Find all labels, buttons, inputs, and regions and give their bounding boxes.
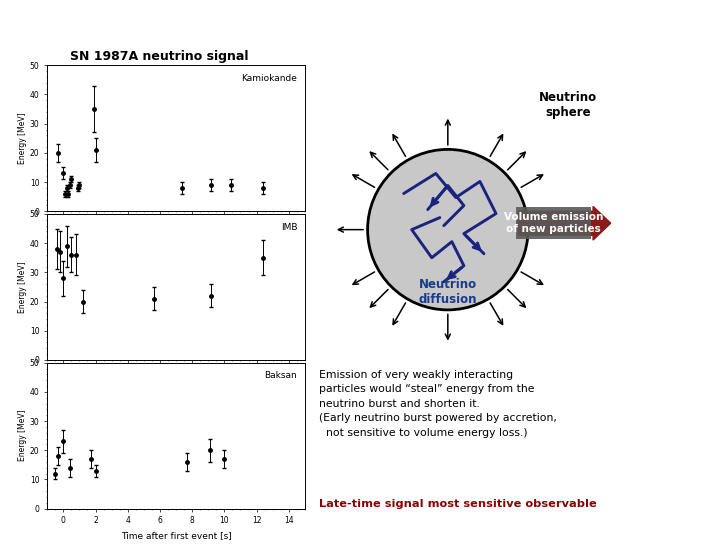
Y-axis label: Energy [MeV]: Energy [MeV] — [18, 410, 27, 461]
Text: SN 1987A neutrino signal: SN 1987A neutrino signal — [70, 50, 249, 63]
Text: Baksan: Baksan — [264, 372, 297, 380]
Text: Neutrino
sphere: Neutrino sphere — [539, 91, 597, 119]
FancyBboxPatch shape — [516, 207, 592, 239]
Text: IMB: IMB — [281, 222, 297, 232]
Text: Neutrino
diffusion: Neutrino diffusion — [419, 278, 477, 306]
Text: Volume emission
of new particles: Volume emission of new particles — [504, 212, 603, 234]
Text: Kamiokande: Kamiokande — [241, 74, 297, 83]
Circle shape — [367, 150, 528, 310]
Text: Late-time signal most sensitive observable: Late-time signal most sensitive observab… — [319, 499, 597, 509]
FancyArrow shape — [518, 206, 611, 240]
Y-axis label: Energy [MeV]: Energy [MeV] — [18, 113, 27, 164]
Text: Emission of very weakly interacting
particles would “steal” energy from the
neut: Emission of very weakly interacting part… — [319, 370, 558, 437]
Text: 2nd Schrödinger Lecture, University Vienna, 10 May 2011: 2nd Schrödinger Lecture, University Vien… — [457, 527, 719, 535]
Text: Supernova 1987A Energy-Loss Argument: Supernova 1987A Energy-Loss Argument — [90, 14, 636, 38]
Y-axis label: Energy [MeV]: Energy [MeV] — [18, 261, 27, 313]
X-axis label: Time after first event [s]: Time after first event [s] — [121, 531, 232, 540]
Text: Georg Raffelt, MPI Physics, Munich: Georg Raffelt, MPI Physics, Munich — [7, 527, 163, 535]
